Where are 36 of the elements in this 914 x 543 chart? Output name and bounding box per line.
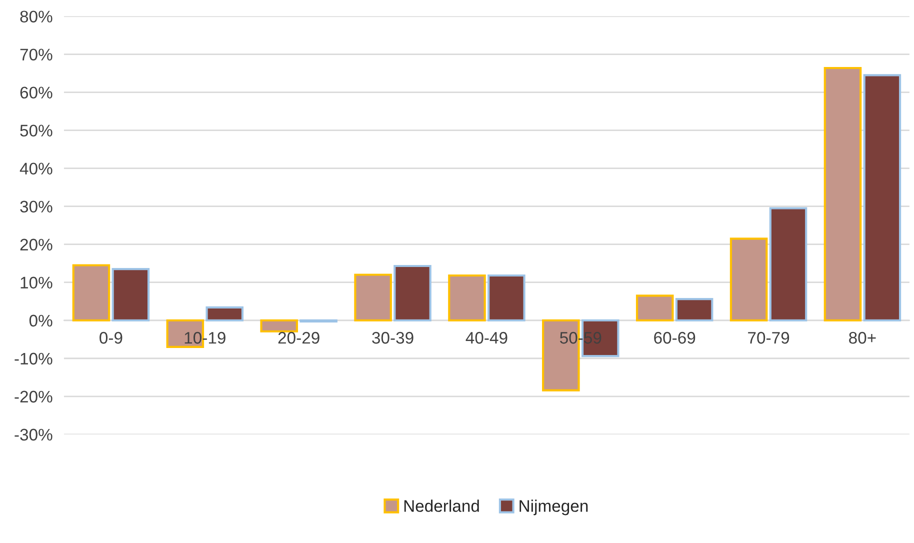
bar [675, 298, 714, 322]
x-tick-label: 80+ [849, 332, 876, 344]
x-tick-label: 40-49 [466, 332, 508, 344]
bar [112, 268, 150, 322]
x-tick-label: 0-9 [100, 332, 122, 344]
bar [394, 264, 432, 322]
y-tick-label: 10% [20, 276, 52, 289]
x-tick-label: 30-39 [372, 332, 414, 344]
x-tick-label: 70-79 [748, 332, 790, 344]
y-tick-label: 50% [20, 124, 52, 137]
x-tick-label: 50-59 [560, 332, 602, 344]
y-tick-label: 60% [20, 86, 52, 99]
legend-label: Nijmegen [520, 500, 588, 516]
bar [488, 274, 526, 322]
bar [730, 238, 768, 322]
y-tick-label: 30% [20, 200, 52, 213]
x-tick-label: 20-29 [278, 332, 320, 344]
bar [206, 306, 244, 322]
bar [863, 74, 902, 322]
y-tick-label: -20% [14, 390, 52, 403]
y-tick-label: -10% [14, 352, 52, 365]
bar [72, 264, 110, 322]
bar [636, 294, 674, 322]
y-tick-label: 0% [29, 314, 52, 327]
x-tick-label: 60-69 [654, 332, 696, 344]
y-tick-label: 80% [20, 10, 52, 22]
y-tick-label: -30% [14, 428, 52, 441]
bar [769, 207, 808, 322]
bar [448, 274, 486, 322]
bar [354, 274, 392, 322]
legend-label: Nederland [404, 500, 479, 512]
y-tick-label: 70% [20, 48, 52, 61]
bar [824, 66, 862, 322]
bar [260, 319, 298, 332]
y-tick-label: 40% [20, 162, 52, 175]
y-tick-label: 20% [20, 238, 52, 251]
